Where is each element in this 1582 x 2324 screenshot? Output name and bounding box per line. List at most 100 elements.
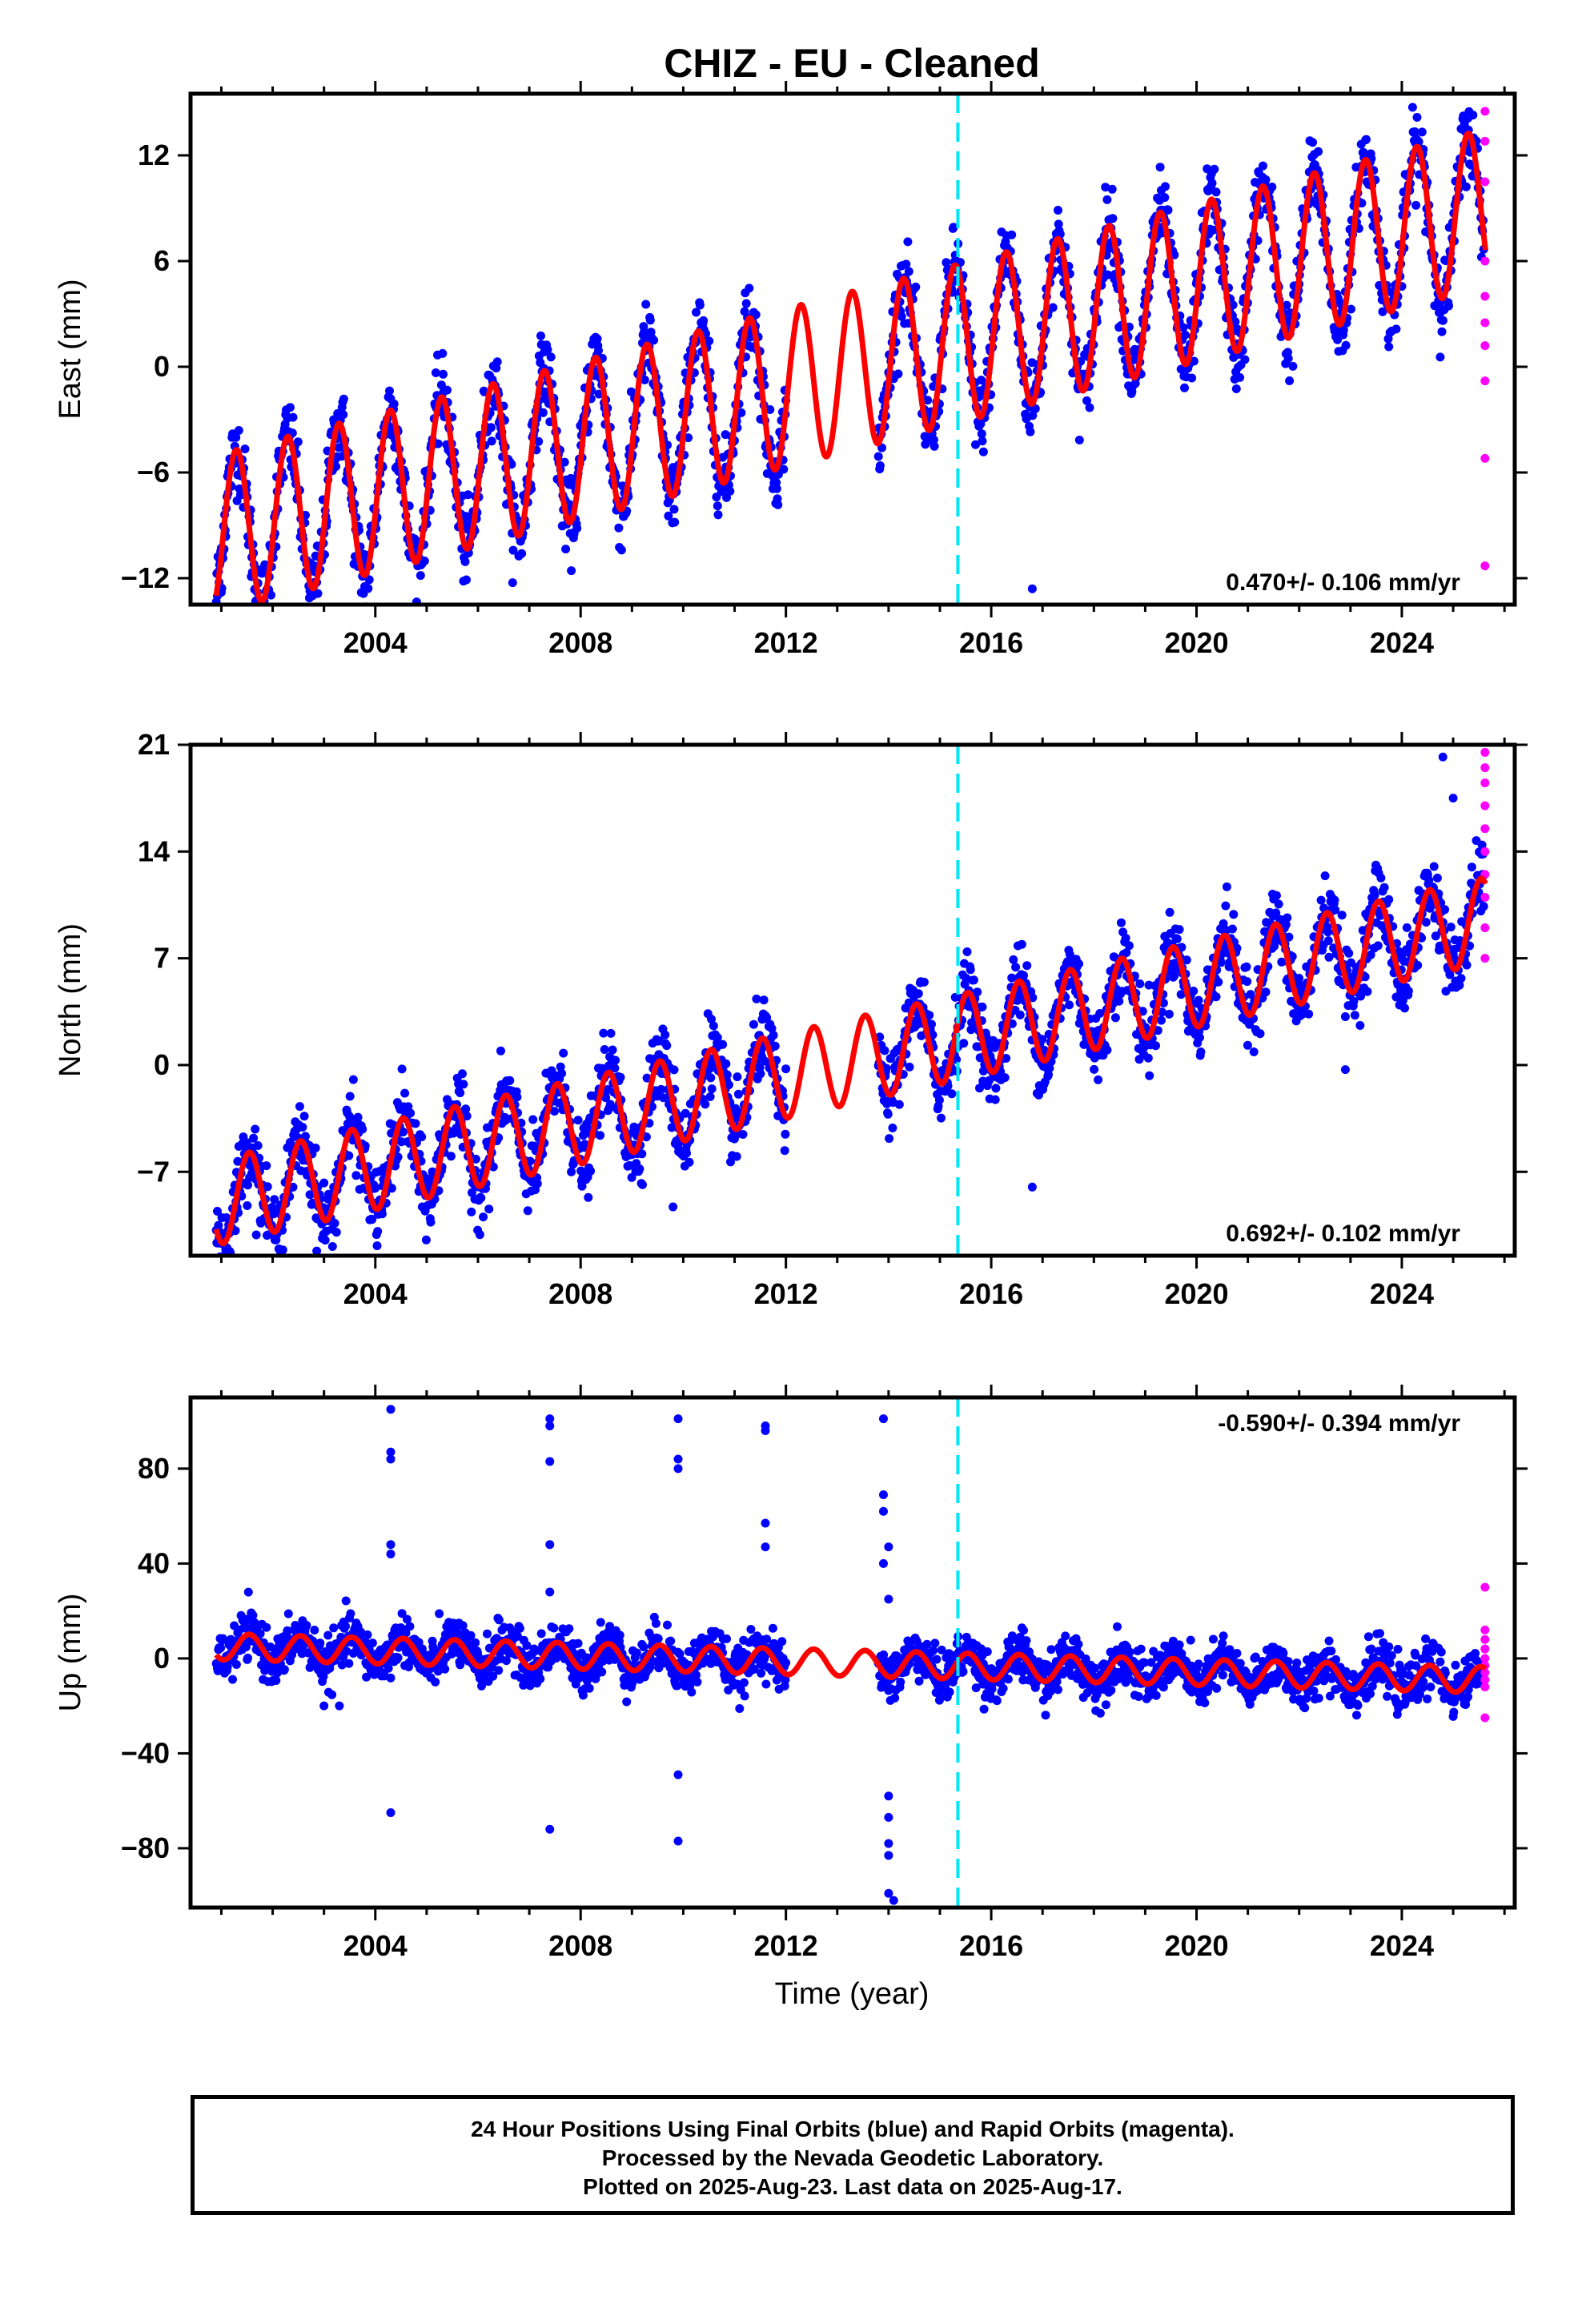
final-orbit-point [893,369,903,379]
final-orbit-point [222,1213,231,1222]
final-orbit-point [1228,300,1238,310]
final-orbit-point [262,1161,271,1171]
final-orbit-point [373,1227,383,1236]
final-orbit-point [1207,179,1217,188]
final-orbit-point [1446,923,1456,932]
final-orbit-point [259,606,267,615]
x-tick-label: 2016 [959,1277,1023,1310]
final-orbit-point [905,1062,914,1072]
final-orbit-point [248,1610,258,1620]
final-orbit-point [596,1131,605,1140]
final-orbit-point [464,490,473,500]
final-orbit-point [461,1104,471,1114]
final-orbit-point [1180,383,1189,392]
final-orbit-point [616,1072,625,1082]
final-orbit-point [216,1263,225,1272]
final-orbit-point [256,612,265,621]
final-orbit-point [233,1156,243,1166]
final-orbit-point [1295,974,1304,983]
rapid-orbit-point [1480,954,1490,963]
final-orbit-point [1285,376,1295,385]
final-orbit-point [1304,1009,1314,1019]
final-orbit-point [431,368,440,377]
final-orbit-point [752,994,761,1003]
final-orbit-point [732,1152,741,1161]
final-orbit-point [638,1180,647,1189]
final-orbit-point [883,1109,893,1119]
final-orbit-point [738,1130,748,1139]
final-orbit-point [538,408,548,417]
final-orbit-point [904,267,913,276]
final-orbit-point [1468,111,1478,120]
y-tick-label: 0 [154,350,170,383]
final-orbit-point [508,545,518,555]
x-tick-label: 2008 [548,626,612,659]
final-orbit-point [310,1626,319,1634]
y-tick-label: 12 [138,139,170,171]
final-orbit-point [263,1230,273,1240]
final-orbit-point [331,1228,341,1237]
final-orbit-point [1172,934,1182,943]
final-orbit-point [1143,1053,1153,1063]
final-orbit-point [285,403,295,412]
final-orbit-point [962,947,972,956]
final-orbit-point [662,1041,672,1051]
final-orbit-point [1009,955,1018,964]
final-orbit-point [1402,923,1411,932]
final-orbit-point [341,1622,350,1631]
final-orbit-point [875,461,885,470]
final-orbit-point [649,336,659,345]
outlier-point [1438,752,1447,762]
final-orbit-point [1437,327,1447,336]
final-orbit-points [211,1587,1488,1721]
final-orbit-point [364,575,374,585]
final-orbit-point [372,1241,382,1251]
rate-label: 0.692+/- 0.102 mm/yr [1226,1220,1460,1247]
final-orbit-point [919,977,929,987]
y-tick-label: 0 [154,1048,170,1081]
x-tick-label: 2012 [754,626,818,659]
final-orbit-point [770,1041,780,1051]
x-tick-label: 2008 [548,1277,612,1310]
final-orbit-point [393,1152,403,1162]
final-orbit-point [446,1152,456,1161]
final-orbit-point [949,223,958,232]
final-orbit-point [756,1069,765,1079]
final-orbit-point [1316,895,1326,905]
final-orbit-point [1350,1011,1359,1020]
x-tick-label: 2012 [754,1277,818,1310]
final-orbit-point [278,1245,287,1255]
final-orbit-point [385,386,394,396]
final-orbit-point [561,545,571,554]
final-orbit-point [1211,187,1221,197]
final-orbit-point [263,1182,272,1192]
final-orbit-point [1221,901,1231,911]
final-orbit-point [1362,135,1371,144]
final-orbit-point [897,312,906,321]
final-orbit-point [479,1212,488,1222]
final-orbit-point [1417,127,1427,137]
final-orbit-point [959,1039,969,1048]
final-orbit-point [1410,127,1419,136]
final-orbit-point [456,1088,465,1098]
rapid-orbit-point [1480,341,1490,351]
final-orbit-point [769,1031,778,1040]
final-orbit-point [971,440,980,449]
final-orbit-point [1267,183,1277,191]
final-orbit-point [664,511,673,521]
final-orbit-point [1164,1009,1174,1019]
final-orbit-point [600,1045,609,1054]
final-orbit-point [405,1622,415,1631]
final-orbit-point [298,1123,307,1132]
final-orbit-point [592,334,602,344]
final-orbit-point [1028,411,1038,420]
final-orbit-point [894,1100,904,1109]
final-orbit-point [216,1643,226,1653]
final-orbit-point [431,1677,440,1687]
final-orbit-point [223,1262,232,1271]
final-orbit-point [781,1064,791,1074]
final-orbit-point [759,995,769,1005]
final-orbit-point [1107,184,1117,194]
final-orbit-point [977,429,986,439]
final-orbit-point [546,352,556,362]
